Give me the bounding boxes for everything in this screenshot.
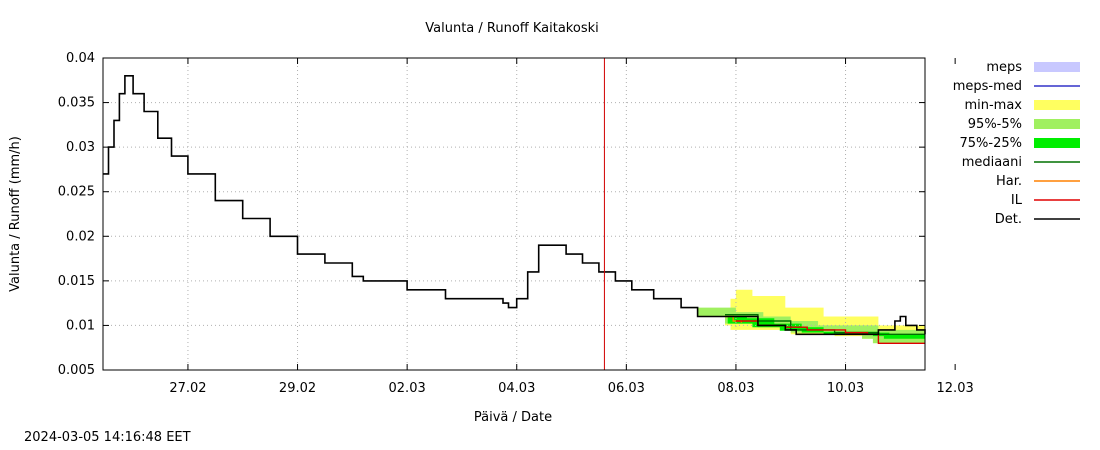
legend-label: mediaani <box>962 155 1022 170</box>
series-lines <box>103 75 926 344</box>
legend-label: Har. <box>996 174 1022 189</box>
y-tick-label: 0.035 <box>58 96 95 111</box>
x-axis-label: Päivä / Date <box>474 410 552 425</box>
x-tick-label: 02.03 <box>389 381 426 396</box>
legend-swatch <box>1034 100 1080 110</box>
legend: meps meps-med min-max 95%-5% 75%-25% mediaani… <box>953 60 1080 227</box>
legend-swatch <box>1034 62 1080 72</box>
series-det <box>103 75 926 336</box>
y-tick-label: 0.005 <box>58 363 95 378</box>
x-tick-label: 08.03 <box>717 381 754 396</box>
y-tick-label: 0.01 <box>66 318 95 333</box>
x-tick-label: 10.03 <box>827 381 864 396</box>
y-tick-label: 0.02 <box>66 229 95 244</box>
x-tick-label: 29.02 <box>279 381 316 396</box>
legend-label: 95%-5% <box>968 117 1022 132</box>
x-tick-label: 04.03 <box>498 381 535 396</box>
chart-title: Valunta / Runoff Kaitakoski <box>425 21 599 36</box>
plot-frame <box>102 57 926 371</box>
timestamp: 2024-03-05 14:16:48 EET <box>24 430 191 445</box>
y-tick-label: 0.03 <box>66 140 95 155</box>
y-tick-label: 0.015 <box>58 274 95 289</box>
legend-label: min-max <box>964 98 1022 113</box>
x-tick-label: 06.03 <box>608 381 645 396</box>
y-axis-ticks: 0.005 0.01 0.015 0.02 0.025 0.03 0.035 0.04 <box>58 51 925 378</box>
legend-swatch <box>1034 138 1080 148</box>
legend-label: IL <box>1011 193 1023 208</box>
legend-label: 75%-25% <box>960 136 1022 151</box>
legend-swatch <box>1034 119 1080 129</box>
legend-label: meps <box>986 60 1022 75</box>
y-axis-label: Valunta / Runoff (mm/h) <box>8 136 23 292</box>
legend-label: Det. <box>995 212 1022 227</box>
x-axis-ticks: 27.02 29.02 02.03 04.03 06.03 08.03 10.03 12.03 <box>169 58 974 396</box>
x-tick-label: 27.02 <box>169 381 206 396</box>
y-tick-label: 0.04 <box>66 51 95 66</box>
grid <box>103 58 925 370</box>
legend-label: meps-med <box>953 79 1022 94</box>
y-tick-label: 0.025 <box>58 185 95 200</box>
x-tick-label: 12.03 <box>937 381 974 396</box>
